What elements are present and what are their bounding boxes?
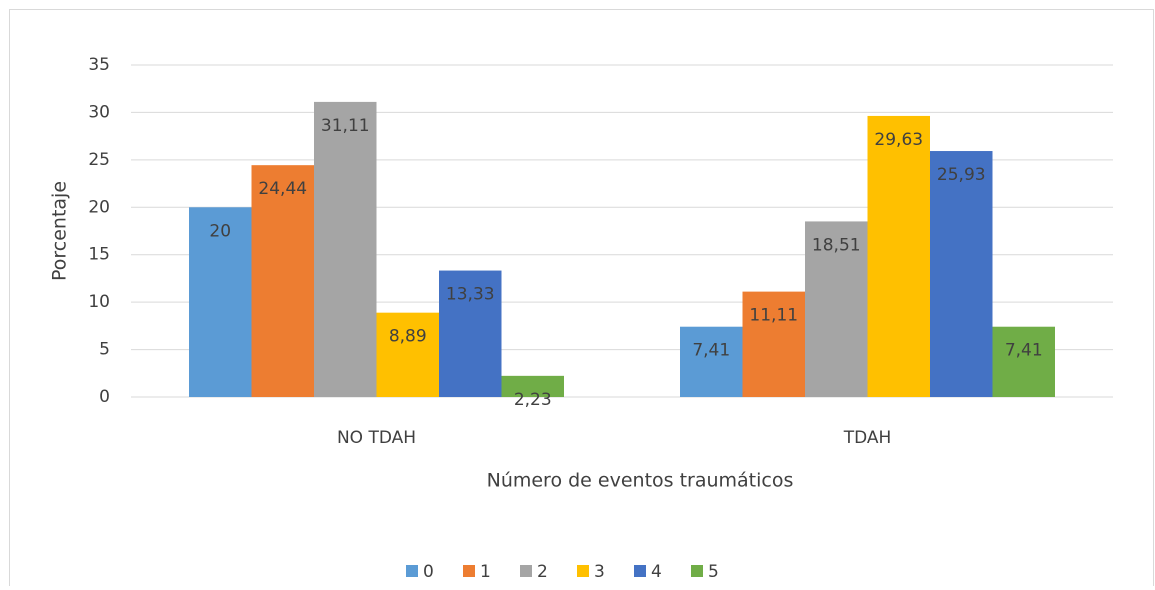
value-label: 2,23 xyxy=(514,390,552,410)
x-axis-title: Número de eventos traumáticos xyxy=(487,470,794,492)
bar xyxy=(742,291,805,397)
bar xyxy=(376,312,439,397)
bar xyxy=(189,207,252,397)
bar xyxy=(251,165,314,397)
legend-swatch xyxy=(577,565,589,577)
legend-label: 4 xyxy=(651,562,662,582)
y-tick-label: 30 xyxy=(88,102,110,122)
value-label: 8,89 xyxy=(389,327,427,347)
value-label: 29,63 xyxy=(874,130,923,150)
value-label: 20 xyxy=(209,221,231,241)
legend-label: 1 xyxy=(480,562,491,582)
legend-swatch xyxy=(406,565,418,577)
legend-label: 5 xyxy=(708,562,719,582)
value-label: 25,93 xyxy=(937,165,986,185)
legend-swatch xyxy=(691,565,703,577)
bar xyxy=(680,326,743,397)
bar xyxy=(314,101,377,398)
y-tick-label: 5 xyxy=(99,340,110,360)
legend-label: 0 xyxy=(423,562,434,582)
y-tick-label: 10 xyxy=(88,292,110,312)
y-tick-label: 35 xyxy=(88,55,110,75)
y-tick-label: 0 xyxy=(99,387,110,407)
y-tick-label: 15 xyxy=(88,245,110,265)
value-label: 7,41 xyxy=(692,341,730,361)
x-tick-label: TDAH xyxy=(843,428,892,448)
legend-swatch xyxy=(520,565,532,577)
value-label: 7,41 xyxy=(1005,341,1043,361)
x-tick-label: NO TDAH xyxy=(337,428,416,448)
legend-label: 2 xyxy=(537,562,548,582)
bar xyxy=(501,375,564,397)
y-tick-label: 25 xyxy=(88,150,110,170)
bar xyxy=(867,115,930,397)
value-label: 31,11 xyxy=(321,116,370,136)
bar xyxy=(930,151,993,397)
bar xyxy=(805,221,868,397)
value-label: 13,33 xyxy=(446,285,495,305)
legend-swatch xyxy=(463,565,475,577)
bar xyxy=(439,270,502,397)
value-label: 24,44 xyxy=(258,179,307,199)
bar xyxy=(992,326,1055,397)
legend-label: 3 xyxy=(594,562,605,582)
y-tick-label: 20 xyxy=(88,197,110,217)
value-label: 18,51 xyxy=(812,235,861,255)
y-axis-title: Porcentaje xyxy=(49,181,71,281)
value-label: 11,11 xyxy=(749,306,798,326)
legend-swatch xyxy=(634,565,646,577)
